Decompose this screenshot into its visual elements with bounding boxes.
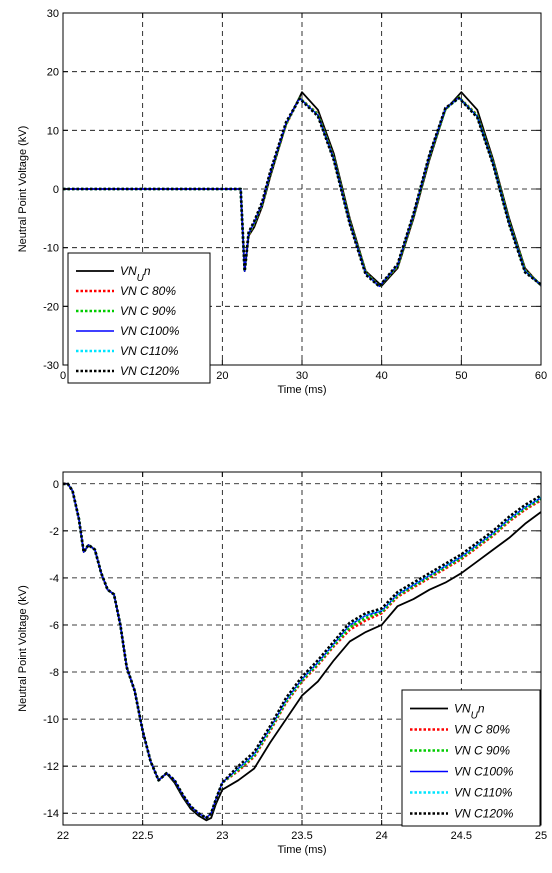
series-group: [63, 91, 541, 288]
legend-label: VN C 80%: [454, 723, 510, 737]
legend-label: VN C110%: [454, 786, 513, 800]
x-tick-label: 30: [296, 370, 308, 382]
x-tick-label: 20: [216, 370, 228, 382]
series-line-6: [63, 96, 541, 288]
x-tick-label: 24: [376, 830, 388, 842]
x-axis-label: Time (ms): [277, 844, 326, 856]
y-axis-label: Neutral Point Voltage (kV): [17, 126, 29, 253]
y-tick-label: -6: [49, 620, 59, 632]
x-tick-label: 50: [455, 370, 467, 382]
legend-label: VN C100%: [120, 324, 180, 338]
legend-label: VN C 80%: [120, 284, 176, 298]
x-tick-label: 23: [216, 830, 228, 842]
legend-label: VN C 90%: [454, 744, 510, 758]
legend-label: VN C120%: [454, 807, 514, 821]
legend-label: VN C100%: [454, 765, 514, 779]
y-tick-label: 0: [53, 184, 59, 196]
x-tick-label: 0: [60, 370, 66, 382]
y-tick-label: -20: [43, 301, 59, 313]
x-tick-label: 23.5: [291, 830, 312, 842]
y-tick-label: -30: [43, 360, 59, 372]
y-tick-label: -10: [43, 243, 59, 255]
y-tick-label: -4: [49, 573, 59, 585]
legend-label: VN C120%: [120, 364, 180, 378]
y-tick-label: 10: [47, 125, 59, 137]
legend-label: VNUn: [454, 702, 485, 722]
series-line-6: [63, 482, 541, 820]
x-tick-label: 25: [535, 830, 547, 842]
legend-label: VN C 90%: [120, 304, 176, 318]
chart-2: 22 22.5 23 23.5 24 24.5 25 0 -2 -4 -6 -8 -10 -12 -14 Ti…: [17, 471, 547, 856]
y-tick-label: -2: [49, 526, 59, 538]
x-tick-label: 22: [57, 830, 69, 842]
x-tick-label: 60: [535, 370, 547, 382]
legend-box: [67, 252, 211, 384]
y-tick-label: -14: [43, 808, 59, 820]
legend-label: VN C110%: [120, 344, 179, 358]
y-tick-label: -8: [49, 667, 59, 679]
y-axis-label: Neutral Point Voltage (kV): [17, 585, 29, 712]
y-tick-label: 0: [53, 479, 59, 491]
y-tick-label: -12: [43, 761, 59, 773]
x-axis-label: Time (ms): [277, 384, 326, 396]
legend-label: VNUn: [120, 264, 151, 284]
series-group: [63, 482, 541, 822]
x-tick-label: 40: [376, 370, 388, 382]
legend-box: [401, 689, 541, 827]
y-tick-label: 30: [47, 8, 59, 20]
y-tick-label: -10: [43, 714, 59, 726]
y-tick-label: 20: [47, 67, 59, 79]
x-tick-label: 24.5: [451, 830, 472, 842]
x-tick-label: 22.5: [132, 830, 153, 842]
